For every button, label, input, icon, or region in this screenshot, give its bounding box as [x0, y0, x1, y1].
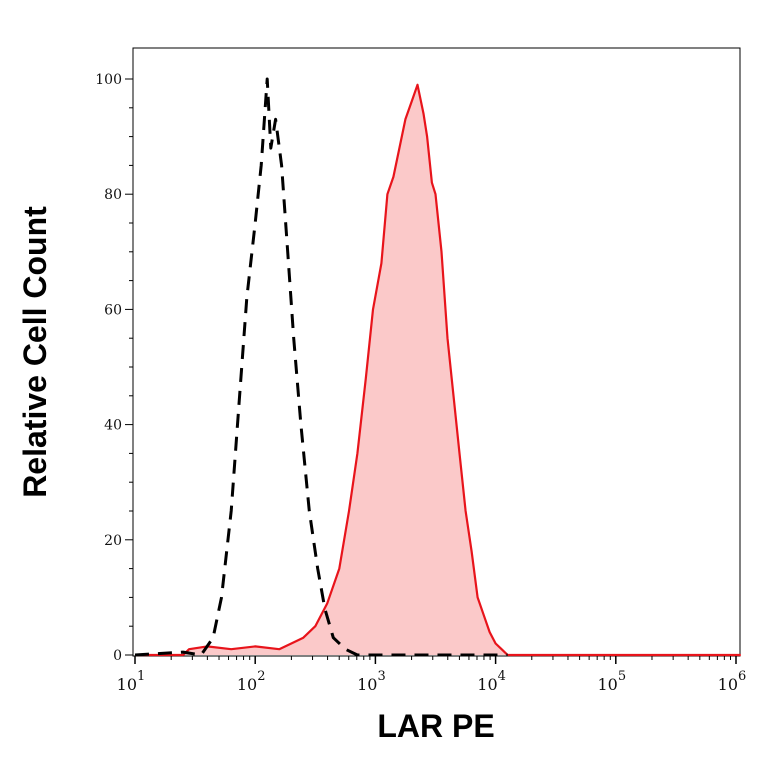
- x-tick-label: 106: [718, 669, 747, 694]
- x-tick-label: 101: [117, 669, 146, 694]
- y-tick-label: 60: [104, 302, 122, 318]
- x-tick-label: 105: [597, 669, 626, 694]
- x-axis-title: LAR PE: [377, 708, 494, 744]
- plot-frame: [132, 47, 741, 657]
- y-tick-label: 20: [104, 533, 122, 549]
- series-fill-0: [135, 84, 741, 656]
- y-axis-title: Relative Cell Count: [17, 206, 53, 498]
- y-tick-label: 40: [104, 418, 122, 434]
- x-tick-label: 103: [357, 669, 386, 694]
- y-tick-label: 100: [95, 72, 122, 88]
- y-tick-label: 80: [104, 187, 122, 203]
- y-tick-label: 0: [113, 648, 122, 664]
- x-tick-label: 104: [477, 669, 506, 694]
- stained-line: [135, 83, 741, 657]
- x-tick-label: 102: [237, 669, 266, 694]
- isotype-dashed-line: [134, 77, 508, 657]
